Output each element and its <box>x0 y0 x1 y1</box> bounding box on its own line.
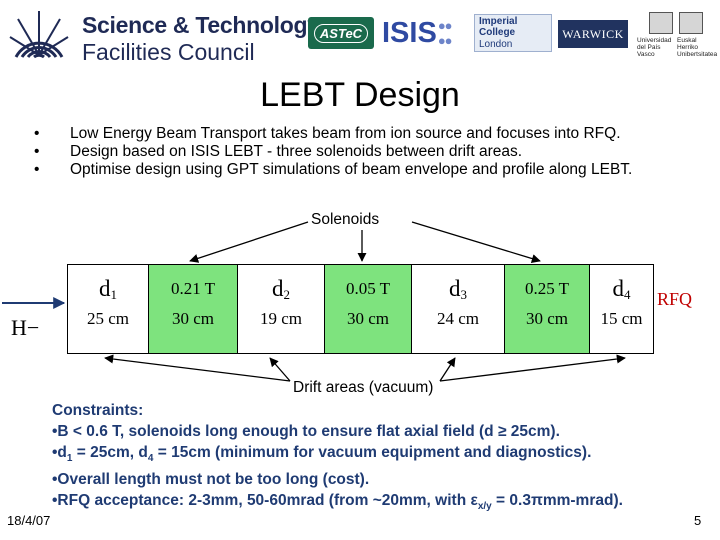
constraints-heading: Constraints: <box>52 402 144 419</box>
stfc-logo-icon <box>9 11 69 59</box>
drift-label: d2 <box>272 276 290 302</box>
bullet-item: • Low Energy Beam Transport takes beam f… <box>32 125 682 143</box>
drift-length: 25 cm <box>86 309 130 328</box>
solenoid-field: 0.05 T <box>345 279 391 298</box>
drift-arrow-4 <box>439 354 626 382</box>
solenoid-field: 0.25 T <box>524 279 570 298</box>
org-name-line1: Science & Technology <box>82 12 320 38</box>
solenoid-length: 30 cm <box>171 309 215 328</box>
ehu-emblem-left-icon <box>649 11 673 34</box>
beamline-diagram: d1 25 cm 0.21 T 30 cm d2 19 cm 0.05 T 30… <box>67 264 654 354</box>
warwick-logo-text: WARWICK <box>562 26 624 41</box>
slide-title: LEBT Design <box>260 76 460 114</box>
solenoid-arrow-3 <box>411 221 541 263</box>
drift-length: 15 cm <box>600 309 643 328</box>
astec-logo: ASTeC <box>308 17 374 49</box>
input-beam-label: H− <box>11 315 40 340</box>
solenoid-segment-2: 0.05 T 30 cm <box>324 265 412 353</box>
solenoid-arrow-1 <box>189 221 309 263</box>
bullet-text: Low Energy Beam Transport takes beam fro… <box>70 125 621 142</box>
isis-dots-icon: ●● ●● <box>437 18 453 48</box>
solenoid-field: 0.21 T <box>170 279 216 298</box>
bullet-item: • Design based on ISIS LEBT - three sole… <box>32 143 682 161</box>
bullet-text: Design based on ISIS LEBT - three soleno… <box>70 143 523 160</box>
drift-label: d1 <box>99 276 117 302</box>
bullet-item: • Optimise design using GPT simulations … <box>32 161 682 179</box>
bullet-marker: • <box>34 161 40 178</box>
constraint-line: •B < 0.6 T, solenoids long enough to ens… <box>52 423 560 440</box>
isis-logo-text: ISIS <box>382 16 437 49</box>
imperial-logo-line2: London <box>479 38 513 50</box>
solenoids-label: Solenoids <box>311 211 380 228</box>
drift-label: d4 <box>612 276 631 302</box>
ehu-caption-right: Euskal Herriko Unibertsitatea <box>677 36 718 59</box>
constraints-block: Constraints: •B < 0.6 T, solenoids long … <box>52 400 623 517</box>
drift-areas-label: Drift areas (vacuum) <box>293 379 434 396</box>
drift-length: 24 cm <box>436 309 480 328</box>
solenoid-segment-1: 0.21 T 30 cm <box>148 265 238 353</box>
solenoid-segment-3: 0.25 T 30 cm <box>504 265 590 353</box>
bullet-marker: • <box>34 125 40 142</box>
bullet-text: Optimise design using GPT simulations of… <box>70 161 633 178</box>
constraint-line: •d1 = 25cm, d4 = 15cm (minimum for vacuu… <box>52 444 592 465</box>
ehu-emblem-right-icon <box>679 11 703 34</box>
drift-segment-4: d4 15 cm <box>590 265 653 353</box>
solenoid-length: 30 cm <box>525 309 569 328</box>
bullet-marker: • <box>34 143 40 160</box>
drift-arrow-2 <box>269 357 291 382</box>
ehu-logo: Universidad del País Vasco Euskal Herrik… <box>636 9 718 61</box>
drift-segment-1: d1 25 cm <box>68 265 148 353</box>
drift-label: d3 <box>449 276 467 302</box>
imperial-logo: Imperial College London <box>474 14 552 52</box>
solenoid-length: 30 cm <box>346 309 390 328</box>
bullet-list: • Low Energy Beam Transport takes beam f… <box>32 125 682 179</box>
drift-arrow-1 <box>104 354 291 382</box>
drift-segment-2: d2 19 cm <box>238 265 324 353</box>
constraint-line: •Overall length must not be too long (co… <box>52 471 370 489</box>
org-name-line2: Facilities Council <box>82 39 255 65</box>
drift-length: 19 cm <box>259 309 303 328</box>
page-number: 5 <box>694 513 702 528</box>
drift-segment-3: d3 24 cm <box>412 265 504 353</box>
astec-logo-text: ASTeC <box>313 23 369 43</box>
isis-logo: ISIS ●● ●● <box>382 14 467 52</box>
stfc-name: Science & Technology Facilities Council <box>82 14 320 64</box>
constraint-line: •RFQ acceptance: 2-3mm, 50-60mrad (from … <box>52 492 623 513</box>
warwick-logo: WARWICK <box>558 20 628 48</box>
rfq-label: RFQ <box>657 289 693 309</box>
imperial-logo-line1: Imperial College <box>479 15 518 39</box>
footer-date: 18/4/07 <box>7 513 51 528</box>
ehu-caption-left: Universidad del País Vasco <box>637 36 672 59</box>
drift-arrow-3 <box>439 357 456 382</box>
